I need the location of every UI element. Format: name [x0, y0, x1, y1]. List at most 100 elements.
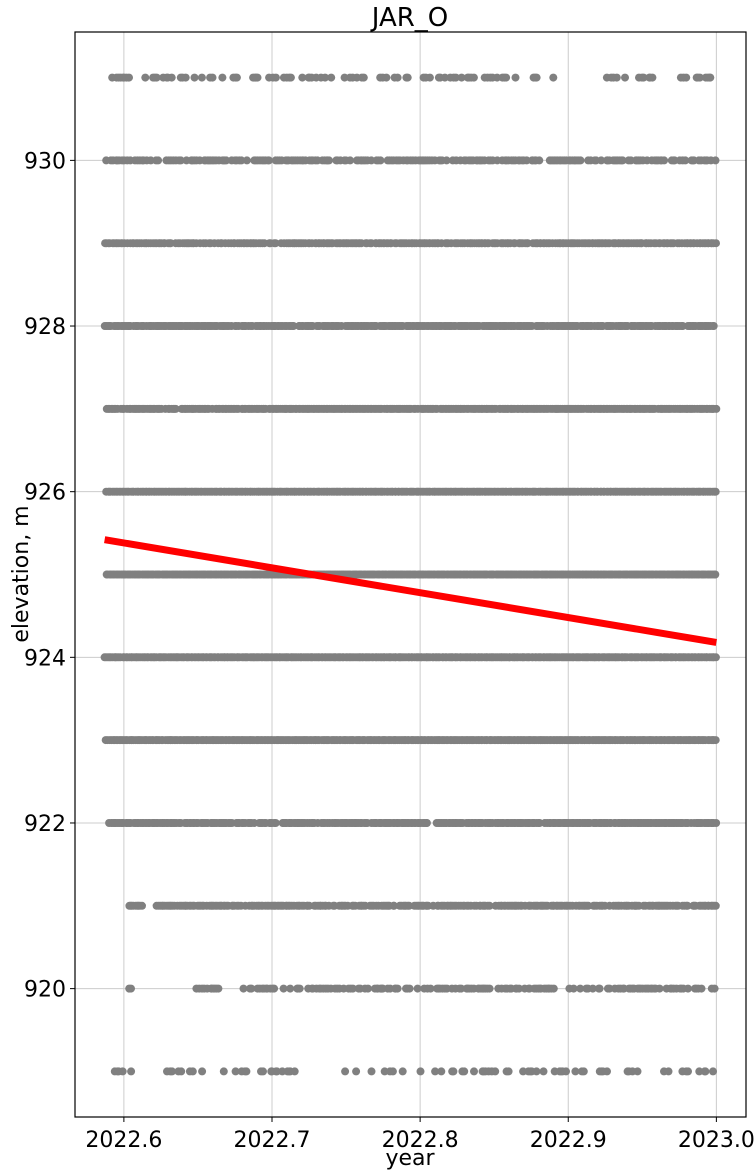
data-point	[426, 984, 435, 993]
data-point	[382, 73, 391, 82]
data-point	[390, 901, 398, 910]
data-point	[709, 1067, 717, 1076]
data-point	[532, 1067, 541, 1076]
data-point	[327, 73, 336, 82]
data-point	[367, 1067, 376, 1076]
data-point	[562, 1067, 570, 1076]
data-point	[711, 487, 720, 496]
data-point	[431, 1067, 440, 1076]
data-point	[264, 156, 273, 165]
data-point	[664, 1067, 673, 1076]
data-point	[218, 73, 227, 82]
data-point	[711, 570, 720, 579]
y-axis-label: elevation, m	[9, 505, 34, 642]
data-point	[398, 1067, 407, 1076]
data-point	[485, 984, 494, 993]
data-point	[279, 984, 288, 993]
data-point	[549, 73, 558, 82]
data-point	[422, 819, 431, 827]
data-point	[270, 984, 279, 993]
data-point	[576, 156, 585, 165]
data-point	[271, 73, 280, 82]
data-point	[469, 73, 478, 82]
data-point	[595, 984, 604, 993]
data-point	[711, 156, 720, 165]
data-point	[576, 984, 585, 993]
data-point	[491, 1067, 500, 1076]
data-point	[648, 73, 657, 82]
data-point	[364, 984, 372, 993]
x-axis-label: year	[385, 1146, 435, 1171]
data-point	[188, 1067, 197, 1076]
data-point	[403, 73, 412, 82]
data-point	[684, 1067, 692, 1076]
y-tick-label: 926	[24, 481, 66, 506]
data-point	[271, 819, 280, 827]
data-point	[470, 1067, 478, 1076]
x-tick-label: 2023.0	[678, 1128, 755, 1153]
data-point	[532, 73, 541, 82]
data-point	[359, 73, 368, 82]
data-point	[709, 322, 718, 330]
data-point	[125, 73, 133, 82]
data-point	[290, 1067, 299, 1076]
data-point	[413, 984, 422, 993]
data-point	[711, 653, 720, 662]
chart-title: JAR_O	[370, 3, 449, 33]
data-point	[712, 239, 720, 248]
data-point	[683, 901, 692, 910]
data-point	[177, 1067, 186, 1076]
data-point	[214, 984, 223, 993]
data-point	[511, 73, 520, 82]
data-point	[682, 73, 691, 82]
data-point	[231, 1067, 240, 1076]
data-point	[504, 1067, 513, 1076]
data-point	[154, 156, 163, 165]
data-point	[198, 1067, 207, 1076]
data-point	[341, 1067, 350, 1076]
y-tick-label: 924	[24, 646, 66, 671]
data-point	[141, 73, 150, 82]
data-point	[138, 901, 146, 910]
data-point	[449, 1067, 458, 1076]
data-point	[633, 1067, 642, 1076]
data-point	[393, 73, 402, 82]
data-point	[242, 1067, 251, 1076]
data-point	[437, 1067, 446, 1076]
data-point	[660, 156, 669, 165]
data-point	[655, 984, 664, 993]
data-point	[535, 156, 544, 165]
data-point	[588, 984, 597, 993]
data-point	[612, 73, 621, 82]
data-point	[416, 1067, 425, 1076]
data-point	[712, 404, 721, 413]
y-tick-label: 920	[24, 978, 66, 1003]
data-point	[697, 984, 706, 993]
data-point	[684, 984, 692, 993]
data-point	[127, 1067, 136, 1076]
data-points	[100, 73, 721, 1076]
data-point	[539, 1067, 548, 1076]
x-tick-label: 2022.7	[234, 1128, 311, 1153]
data-point	[127, 984, 135, 993]
data-point	[712, 819, 721, 827]
data-point	[571, 1067, 580, 1076]
data-point	[181, 73, 190, 82]
data-point	[118, 1067, 127, 1076]
data-point	[701, 1067, 710, 1076]
data-point	[247, 984, 256, 993]
data-point	[376, 156, 385, 165]
data-point	[352, 1067, 361, 1076]
data-point	[286, 73, 295, 82]
data-point	[208, 73, 217, 82]
data-point	[325, 156, 333, 165]
data-point	[711, 736, 720, 745]
data-point	[253, 73, 262, 82]
data-point	[259, 1067, 267, 1076]
data-point	[425, 73, 434, 82]
data-point	[710, 984, 719, 993]
data-point	[569, 984, 578, 993]
x-tick-label: 2022.6	[85, 1128, 162, 1153]
data-point	[515, 984, 524, 993]
